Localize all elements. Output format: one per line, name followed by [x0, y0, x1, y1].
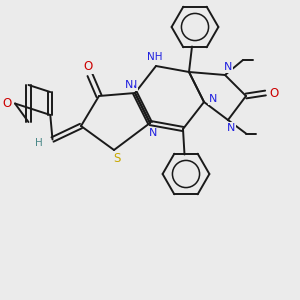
Text: S: S: [113, 152, 121, 166]
Text: NH: NH: [147, 52, 162, 62]
Text: N: N: [125, 80, 133, 90]
Text: O: O: [269, 86, 278, 100]
Text: N: N: [224, 62, 232, 72]
Text: H: H: [35, 137, 43, 148]
Text: N: N: [209, 94, 217, 104]
Text: N: N: [227, 123, 235, 133]
Text: N: N: [129, 80, 138, 91]
Text: N: N: [149, 128, 157, 139]
Text: O: O: [84, 60, 93, 73]
Text: O: O: [2, 97, 11, 110]
